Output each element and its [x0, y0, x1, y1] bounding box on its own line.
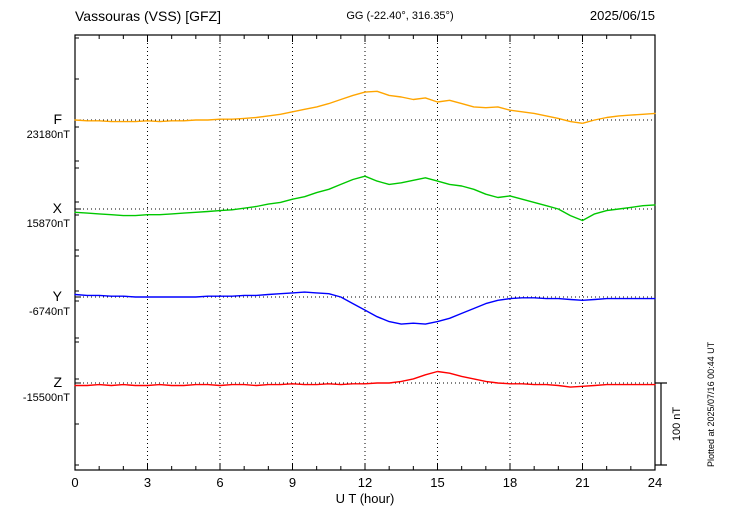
- series-label-f: F: [53, 111, 62, 127]
- x-tick-label: 6: [216, 475, 223, 490]
- x-tick-label: 3: [144, 475, 151, 490]
- x-axis-title: U T (hour): [336, 491, 395, 506]
- series-x-line: [74, 175, 656, 222]
- series-label-z: Z: [53, 374, 62, 390]
- grid-layer: [75, 35, 667, 470]
- x-tick-label: 15: [430, 475, 444, 490]
- series-layer: [74, 90, 656, 388]
- series-f-line: [74, 90, 656, 125]
- station-title: Vassouras (VSS) [GFZ]: [75, 8, 221, 24]
- x-tick-label: 24: [648, 475, 662, 490]
- series-label-y: Y: [53, 288, 63, 304]
- series-baseline-x: 15870nT: [27, 218, 71, 230]
- x-tick-labels: 0 3 6 9 12 15 18 21 24: [71, 475, 662, 490]
- date-label: 2025/06/15: [590, 8, 655, 23]
- x-tick-label: 21: [575, 475, 589, 490]
- x-tick-label: 9: [289, 475, 296, 490]
- x-tick-label: 0: [71, 475, 78, 490]
- scalebar-label: 100 nT: [671, 407, 683, 442]
- x-tick-label: 18: [503, 475, 517, 490]
- gg-coordinates: GG (-22.40°, 316.35°): [346, 10, 453, 22]
- series-baseline-z: -15500nT: [23, 392, 70, 404]
- series-baseline-y: -6740nT: [29, 306, 70, 318]
- plot-frame: [74, 34, 656, 471]
- series-y-line: [74, 291, 656, 325]
- series-baseline-f: 23180nT: [27, 129, 71, 141]
- series-z-line: [74, 370, 656, 388]
- plotted-at-note: Plotted at 2025/07/16 00:44 UT: [706, 341, 716, 467]
- series-label-x: X: [53, 200, 63, 216]
- x-tick-label: 12: [358, 475, 372, 490]
- frame-layer: [74, 34, 667, 471]
